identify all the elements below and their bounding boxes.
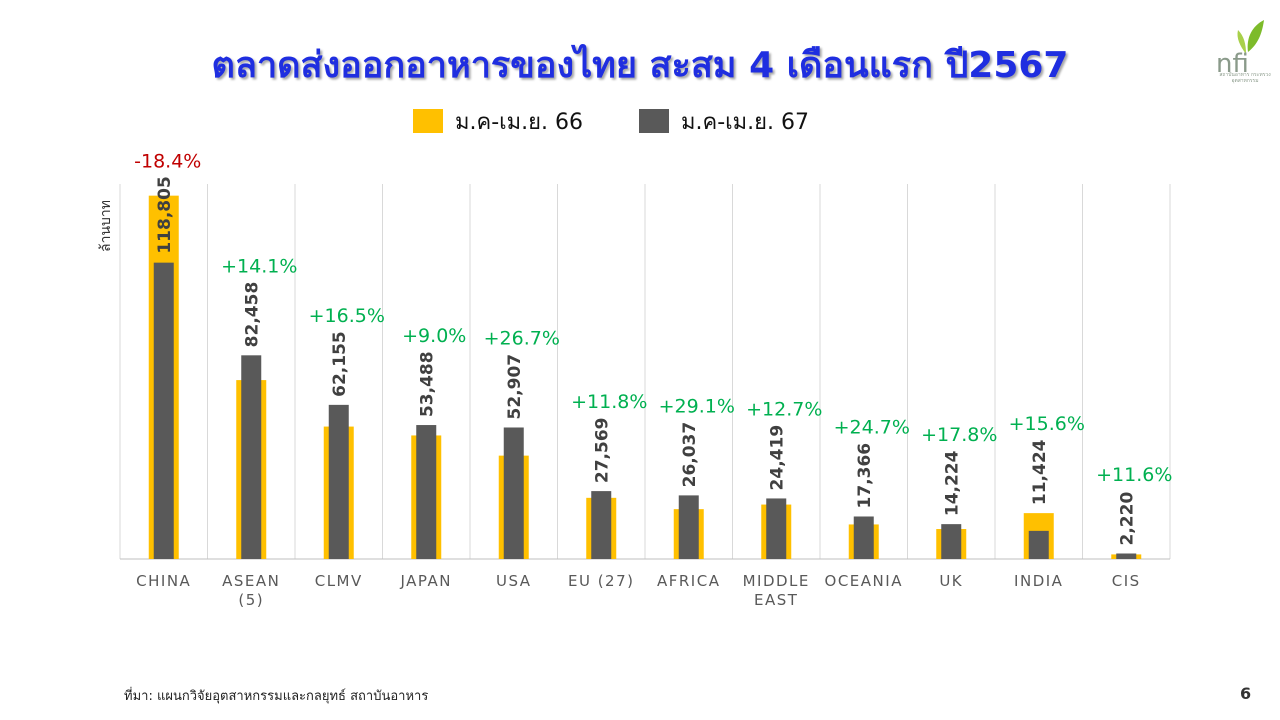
bar-67 bbox=[1028, 530, 1049, 559]
category-label: EAST bbox=[754, 591, 798, 609]
category-label: MIDDLE bbox=[743, 572, 810, 590]
value-label: 62,155 bbox=[330, 331, 350, 397]
page-number: 6 bbox=[1240, 684, 1252, 703]
nfi-logo-icon: nfi bbox=[1216, 20, 1264, 79]
bar-67 bbox=[153, 262, 174, 559]
category-label: AFRICA bbox=[657, 572, 720, 590]
bar-series bbox=[148, 195, 1142, 559]
legend-label: ม.ค-เม.ย. 67 bbox=[681, 110, 809, 135]
value-label: 14,224 bbox=[942, 450, 962, 516]
logo-caption: สถาบันอาหาร กระทรวงอุตสาหกรรม bbox=[1219, 72, 1271, 84]
y-axis-label: ล้านบาท bbox=[98, 200, 114, 252]
bar-67 bbox=[678, 495, 699, 559]
bar-67 bbox=[503, 427, 524, 559]
bar-67 bbox=[941, 524, 962, 559]
bar-67 bbox=[591, 491, 612, 559]
growth-label: +17.8% bbox=[921, 424, 997, 446]
growth-label: +15.6% bbox=[1009, 413, 1085, 435]
bar-67 bbox=[766, 498, 787, 559]
category-label: CIS bbox=[1112, 572, 1141, 590]
bar-67 bbox=[416, 425, 437, 559]
legend-swatch bbox=[413, 109, 443, 133]
growth-label: +11.6% bbox=[1096, 464, 1172, 486]
value-label: 27,569 bbox=[592, 417, 612, 483]
growth-label: +11.8% bbox=[571, 391, 647, 413]
value-label: 24,419 bbox=[767, 425, 787, 491]
value-label: 2,220 bbox=[1117, 492, 1137, 546]
category-label: UK bbox=[939, 572, 963, 590]
chart-legend: ม.ค-เม.ย. 66 ม.ค-เม.ย. 67 bbox=[413, 109, 809, 135]
value-label: 11,424 bbox=[1030, 439, 1050, 505]
bar-67 bbox=[241, 355, 262, 559]
value-label: 82,458 bbox=[242, 282, 262, 348]
logo-text: nfi bbox=[1216, 49, 1249, 79]
category-label: ASEAN bbox=[222, 572, 280, 590]
growth-label: +24.7% bbox=[834, 416, 910, 438]
growth-label: +12.7% bbox=[746, 398, 822, 420]
category-grid bbox=[119, 184, 1171, 560]
legend-label: ม.ค-เม.ย. 66 bbox=[455, 110, 583, 135]
category-label: EU (27) bbox=[568, 572, 635, 590]
value-label: 118,805 bbox=[155, 176, 175, 253]
category-label: CLMV bbox=[315, 572, 363, 590]
growth-label: +16.5% bbox=[309, 305, 385, 327]
value-label: 52,907 bbox=[505, 354, 525, 420]
bar-67 bbox=[1116, 553, 1137, 559]
growth-label: +14.1% bbox=[221, 255, 297, 277]
slide-title: ตลาดส่งออกอาหารของไทย สะสม 4 เดือนแรก ปี… bbox=[211, 45, 1069, 86]
growth-label: +26.7% bbox=[484, 327, 560, 349]
value-label: 53,488 bbox=[417, 351, 437, 417]
bar-67 bbox=[328, 404, 349, 559]
category-label: CHINA bbox=[136, 572, 191, 590]
category-label: OCEANIA bbox=[825, 572, 903, 590]
growth-label: -18.4% bbox=[134, 151, 201, 173]
category-label: USA bbox=[496, 572, 532, 590]
source-note: ที่มา: แผนกวิจัยอุตสาหกรรมและกลยุทธ์ สถา… bbox=[124, 689, 429, 704]
bar-67 bbox=[853, 516, 874, 559]
value-label: 17,366 bbox=[855, 443, 875, 509]
legend-swatch bbox=[639, 109, 669, 133]
category-label: (5) bbox=[238, 591, 264, 609]
growth-label: +29.1% bbox=[659, 395, 735, 417]
category-label: INDIA bbox=[1014, 572, 1063, 590]
bar-chart: ม.ค-เม.ย. 66 ม.ค-เม.ย. 67 ล้านบาท 118,805 -… bbox=[98, 109, 1172, 609]
value-label: 26,037 bbox=[680, 422, 700, 488]
chart-labels: ล้านบาท 118,805 -18.4% CHINA 82,458 +14.1% ASE… bbox=[98, 151, 1172, 609]
growth-label: +9.0% bbox=[402, 325, 466, 347]
category-label: JAPAN bbox=[400, 572, 453, 590]
